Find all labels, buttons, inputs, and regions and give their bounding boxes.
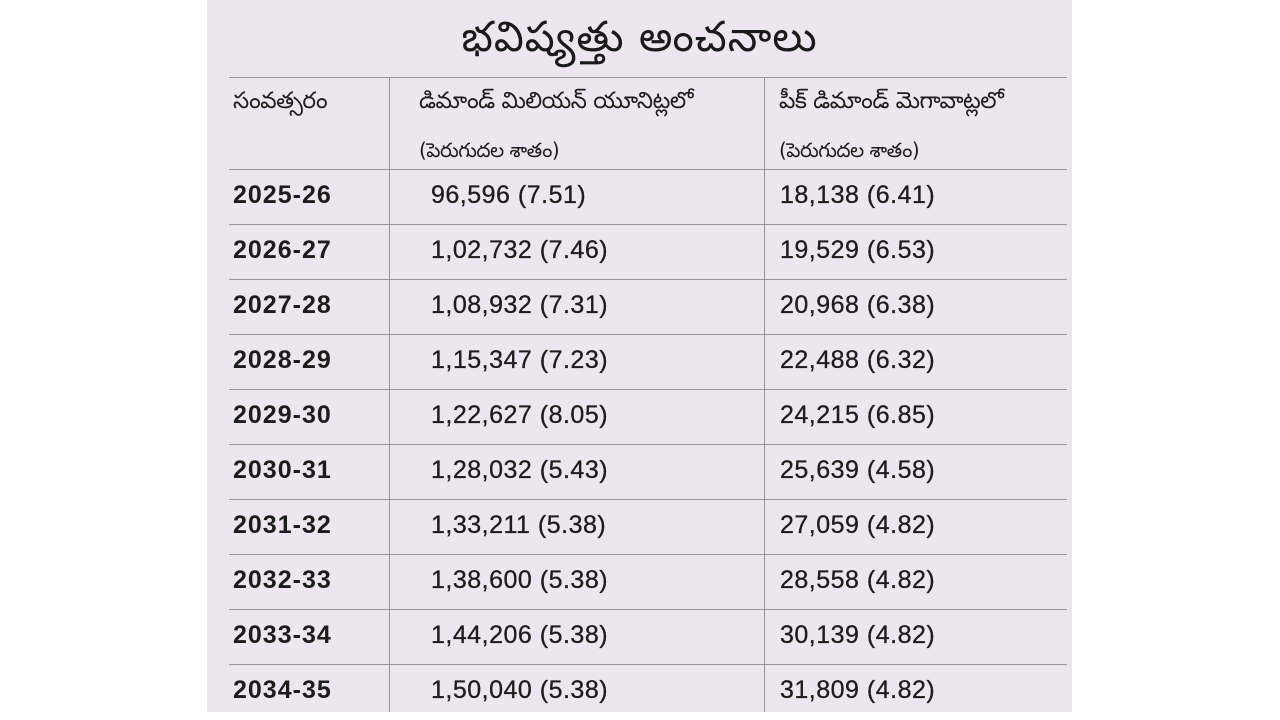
row-year: 2033-34 [233,621,332,649]
forecast-panel: భవిష్యత్తు అంచనాలు సంవత్సరం డిమాండ్ మిలి… [207,0,1072,712]
row-year: 2028-29 [233,346,332,374]
row-year: 2032-33 [233,566,332,594]
column-divider-1 [389,77,390,712]
row-demand: 1,44,206 (5.38) [431,621,609,649]
row-demand: 1,15,347 (7.23) [431,346,609,374]
header-year: సంవత్సరం [233,88,328,114]
header-top-rule [229,77,1067,78]
row-demand: 1,02,732 (7.46) [431,236,609,264]
row-year: 2031-32 [233,511,332,539]
row-rule [229,279,1067,280]
row-rule [229,224,1067,225]
row-peak: 27,059 (4.82) [780,511,936,539]
row-demand: 1,28,032 (5.43) [431,456,609,484]
row-peak: 24,215 (6.85) [780,401,936,429]
row-demand: 96,596 (7.51) [431,181,587,209]
row-demand: 1,08,932 (7.31) [431,291,609,319]
row-rule [229,389,1067,390]
page-title: భవిష్యత్తు అంచనాలు [461,12,818,61]
row-demand: 1,33,211 (5.38) [431,511,607,539]
column-divider-2 [764,77,765,712]
row-year: 2029-30 [233,401,332,429]
header-demand-sub: (పెరుగుదల శాతం) [419,138,560,162]
row-year: 2030-31 [233,456,332,484]
row-peak: 19,529 (6.53) [780,236,936,264]
row-rule [229,554,1067,555]
row-demand: 1,50,040 (5.38) [431,676,609,704]
row-rule [229,609,1067,610]
row-year: 2034-35 [233,676,332,704]
header-peak-sub: (పెరుగుదల శాతం) [779,138,920,162]
row-peak: 30,139 (4.82) [780,621,936,649]
row-rule [229,444,1067,445]
row-peak: 20,968 (6.38) [780,291,936,319]
row-rule [229,334,1067,335]
row-year: 2025-26 [233,181,332,209]
row-demand: 1,38,600 (5.38) [431,566,609,594]
row-peak: 28,558 (4.82) [780,566,936,594]
row-peak: 31,809 (4.82) [780,676,936,704]
row-rule [229,664,1067,665]
row-rule [229,499,1067,500]
header-demand: డిమాండ్ మిలియన్ యూనిట్లలో [419,88,694,114]
row-peak: 25,639 (4.58) [780,456,936,484]
row-year: 2026-27 [233,236,332,264]
row-year: 2027-28 [233,291,332,319]
row-demand: 1,22,627 (8.05) [431,401,609,429]
row-peak: 22,488 (6.32) [780,346,936,374]
row-peak: 18,138 (6.41) [780,181,936,209]
row-rule [229,169,1067,170]
header-peak: పీక్ డిమాండ్ మెగావాట్లలో [779,88,1004,114]
